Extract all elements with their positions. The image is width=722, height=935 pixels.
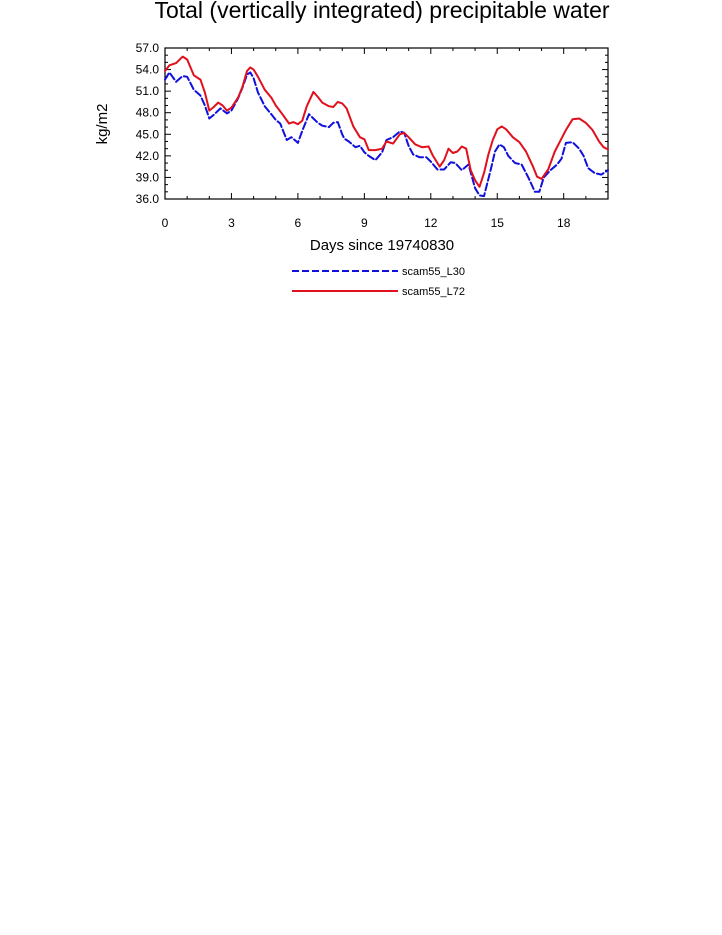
plot-frame [164, 47, 609, 200]
series-line-scam55_L72 [164, 55, 609, 188]
y-tick-label: 54.0 [136, 63, 160, 77]
y-tick-label: 45.0 [136, 127, 160, 141]
legend-item: scam55_L72 [292, 286, 465, 298]
y-tick-label: 36.0 [136, 192, 160, 206]
x-tick-label: 6 [295, 216, 302, 230]
x-tick-label: 18 [557, 216, 571, 230]
chart-title: Total (vertically integrated) precipitab… [154, 0, 609, 23]
y-tick-label: 42.0 [136, 149, 160, 163]
x-tick-label: 12 [424, 216, 438, 230]
legend-label: scam55_L72 [402, 286, 465, 298]
y-tick-label: 48.0 [136, 106, 160, 120]
series-layer [164, 55, 609, 198]
x-axis-label: Days since 19740830 [310, 237, 454, 254]
x-tick-label: 0 [162, 216, 169, 230]
x-tick-label: 15 [491, 216, 505, 230]
y-tick-label: 39.0 [136, 170, 160, 184]
legend: scam55_L30 scam55_L72 [292, 266, 465, 298]
axis-ticks: 0 3 6 9 12 15 18 36.0 39.0 42.0 45.0 48.0 51.0 54.0 57… [136, 41, 609, 230]
x-tick-label: 9 [361, 216, 368, 230]
x-tick-label: 3 [228, 216, 235, 230]
y-tick-label: 57.0 [136, 41, 160, 55]
legend-label: scam55_L30 [402, 266, 465, 278]
y-axis-label: kg/m2 [94, 104, 111, 145]
legend-item: scam55_L30 [292, 266, 465, 278]
plot-area: 0 3 6 9 12 15 18 36.0 39.0 42.0 45.0 48.0 51.0 54.0 57… [136, 41, 609, 230]
y-tick-label: 51.0 [136, 84, 160, 98]
